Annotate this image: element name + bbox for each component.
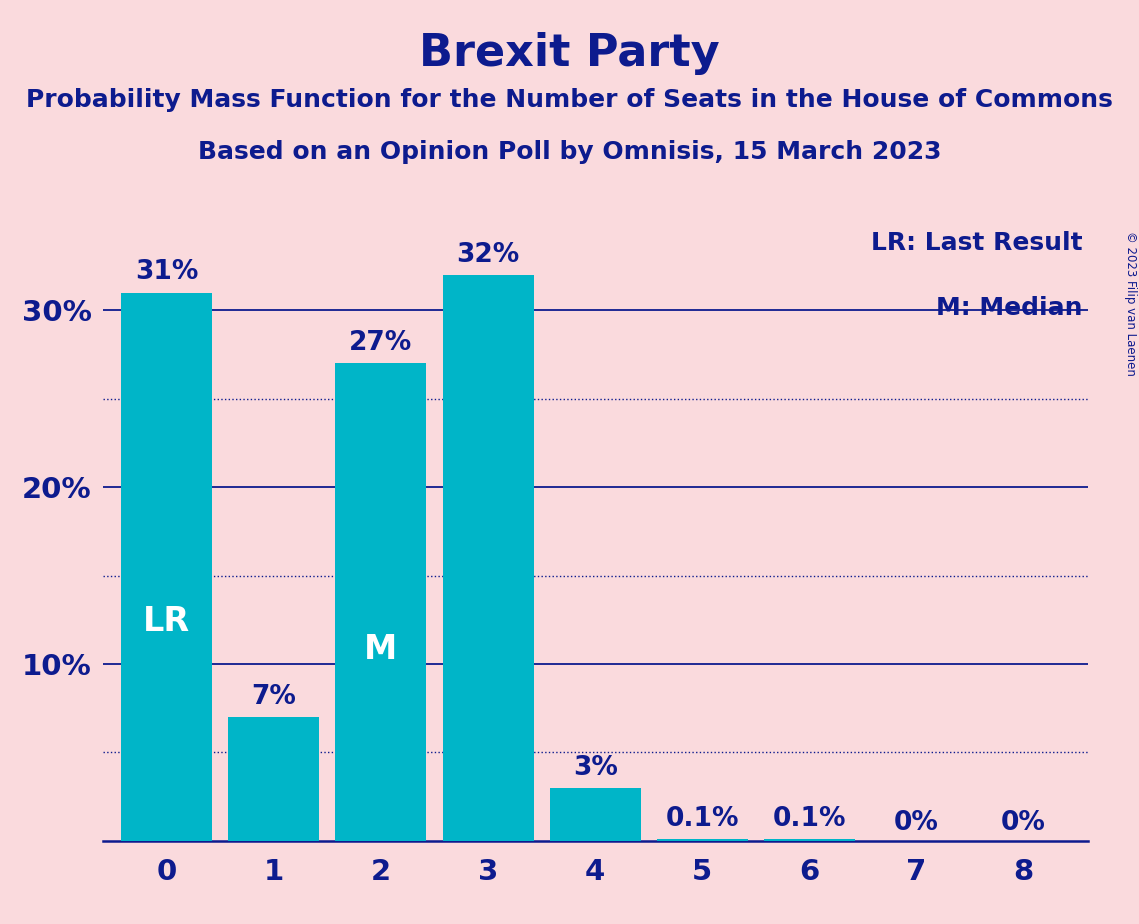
Text: Probability Mass Function for the Number of Seats in the House of Commons: Probability Mass Function for the Number… [26,88,1113,112]
Text: 27%: 27% [350,330,412,356]
Text: LR: Last Result: LR: Last Result [871,231,1083,255]
Bar [443,274,533,841]
Text: Brexit Party: Brexit Party [419,32,720,76]
Text: © 2023 Filip van Laenen: © 2023 Filip van Laenen [1124,231,1137,376]
Text: Based on an Opinion Poll by Omnisis, 15 March 2023: Based on an Opinion Poll by Omnisis, 15 … [198,140,941,164]
Text: 31%: 31% [136,260,198,286]
Bar [657,839,747,841]
Bar [121,293,212,841]
Text: 0%: 0% [1001,809,1046,835]
Text: 3%: 3% [573,755,617,781]
Bar [228,717,319,841]
Text: LR: LR [144,605,190,638]
Text: M: Median: M: Median [936,296,1083,320]
Bar [550,788,640,841]
Text: 0.1%: 0.1% [665,806,739,832]
Text: 7%: 7% [252,684,296,710]
Text: 32%: 32% [457,242,519,268]
Bar [335,363,426,841]
Bar [764,839,855,841]
Text: 0%: 0% [894,809,939,835]
Text: 0.1%: 0.1% [772,806,846,832]
Text: M: M [364,633,398,666]
